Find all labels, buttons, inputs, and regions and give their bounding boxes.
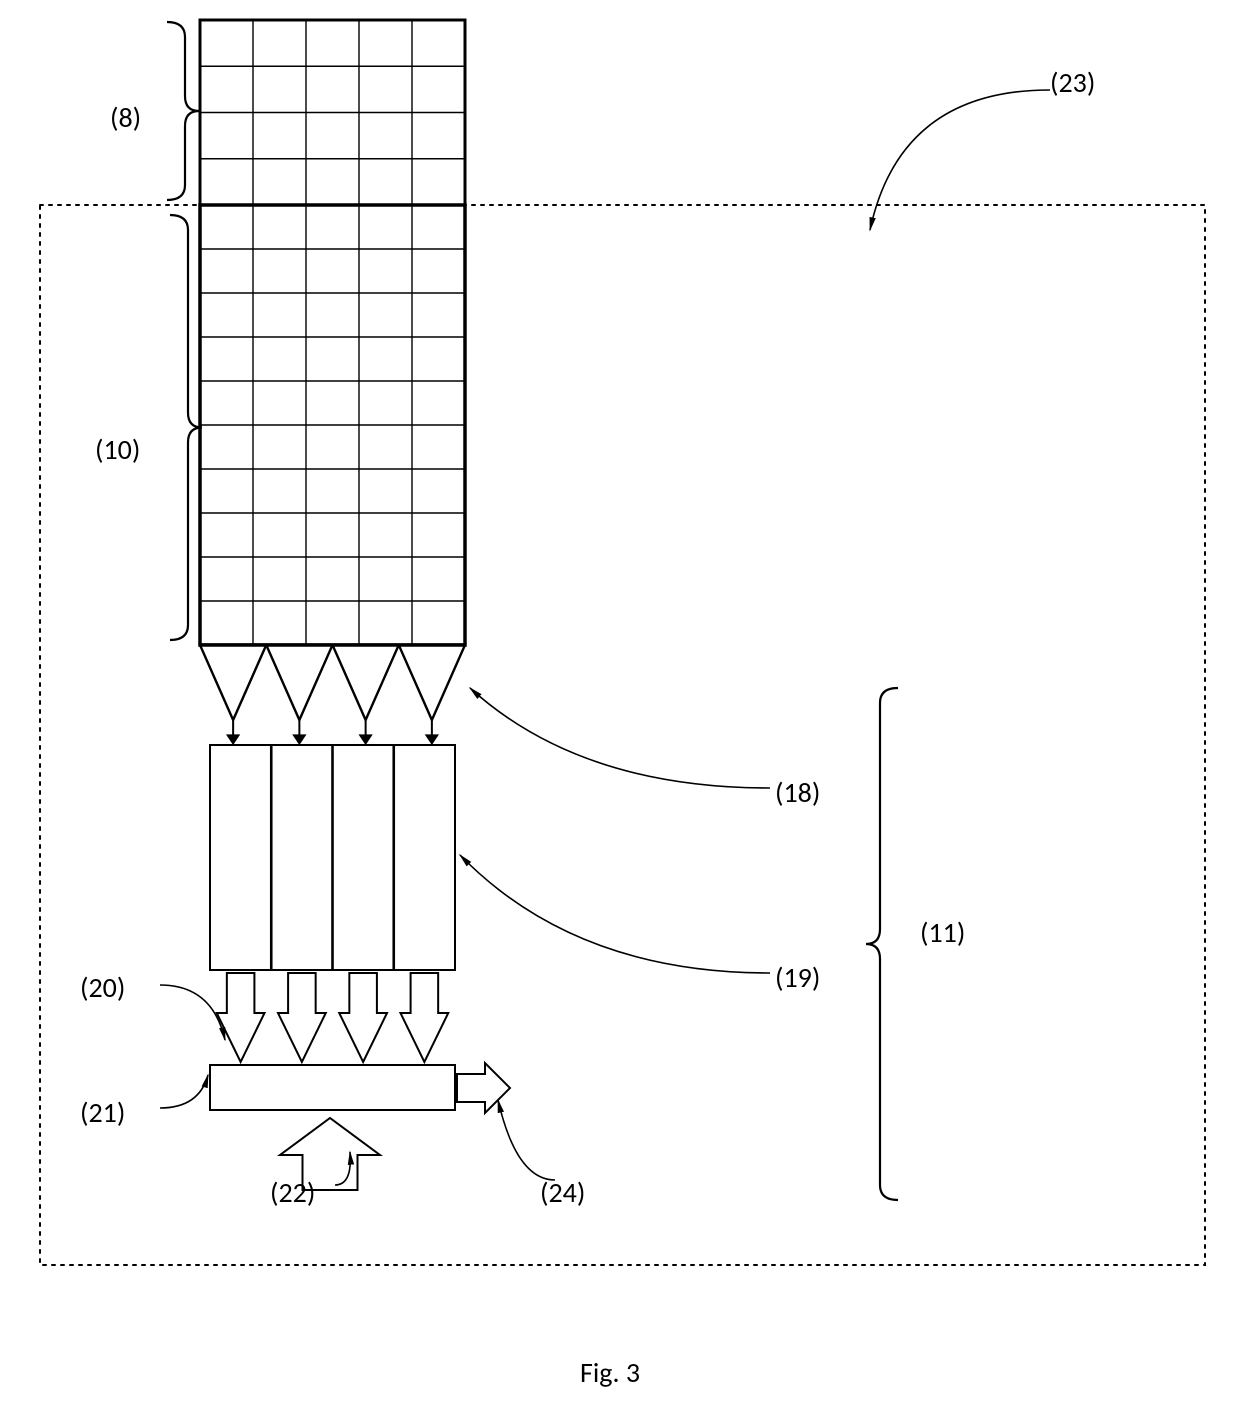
label-23: (23) (1050, 65, 1095, 100)
label-19: (19) (775, 960, 820, 995)
label-11: (11) (920, 915, 965, 950)
label-8: (8) (110, 100, 141, 135)
label-22: (22) (270, 1175, 315, 1210)
diagram-svg (0, 0, 1240, 1425)
figure-3-diagram: (8) (10) (23) (18) (19) (20) (21) (22) (… (0, 0, 1240, 1425)
label-20: (20) (80, 970, 125, 1005)
label-18: (18) (775, 775, 820, 810)
label-21: (21) (80, 1095, 125, 1130)
label-24: (24) (540, 1175, 585, 1210)
label-10: (10) (95, 432, 140, 467)
figure-caption: Fig. 3 (580, 1355, 640, 1390)
